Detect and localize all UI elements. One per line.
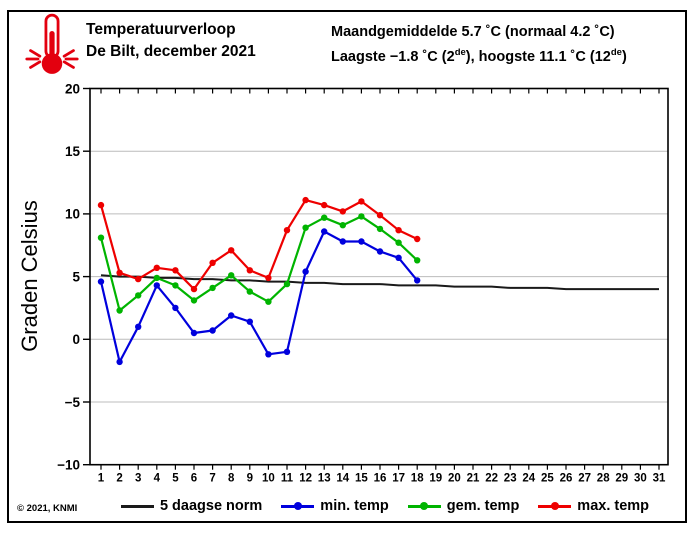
svg-text:−10: −10 [57, 458, 80, 473]
legend-label: max. temp [577, 498, 650, 514]
stats-summary: Maandgemiddelde 5.7 ˚C (normaal 4.2 ˚C) … [331, 20, 627, 70]
outer-border [7, 10, 687, 523]
stats-line-2: Laagste −1.8 ˚C (2de), hoogste 11.1 ˚C (… [331, 45, 627, 70]
legend-label: gem. temp [446, 498, 520, 514]
svg-text:30: 30 [634, 473, 647, 485]
svg-text:16: 16 [374, 473, 387, 485]
svg-text:1: 1 [98, 473, 105, 485]
legend-marker-icon [281, 500, 315, 512]
svg-text:9: 9 [247, 473, 253, 485]
stats-text: Laagste −1.8 ˚C (2 [331, 49, 455, 65]
chart-title: Temperatuurverloop De Bilt, december 202… [86, 19, 256, 63]
svg-text:17: 17 [392, 473, 405, 485]
svg-text:27: 27 [578, 473, 591, 485]
legend-item-max-temp: max. temp [538, 498, 649, 514]
svg-text:18: 18 [411, 473, 424, 485]
legend-marker-icon [538, 500, 572, 512]
svg-text:31: 31 [653, 473, 666, 485]
copyright-label: © 2021, KNMI [17, 503, 78, 514]
svg-text:0: 0 [72, 332, 80, 347]
svg-text:25: 25 [541, 473, 554, 485]
svg-text:3: 3 [135, 473, 141, 485]
svg-text:20: 20 [65, 81, 80, 96]
svg-text:15: 15 [65, 144, 81, 159]
svg-text:15: 15 [355, 473, 368, 485]
svg-text:4: 4 [154, 473, 161, 485]
legend-marker-icon [120, 500, 154, 512]
svg-text:22: 22 [485, 473, 498, 485]
legend-item-min-temp: min. temp [281, 498, 389, 514]
svg-text:10: 10 [65, 207, 80, 222]
svg-text:13: 13 [318, 473, 331, 485]
svg-text:8: 8 [228, 473, 235, 485]
svg-text:6: 6 [191, 473, 197, 485]
svg-text:28: 28 [597, 473, 610, 485]
svg-text:24: 24 [522, 473, 535, 485]
svg-text:20: 20 [448, 473, 461, 485]
svg-text:2: 2 [116, 473, 122, 485]
svg-text:5: 5 [172, 473, 179, 485]
stats-text: ) [621, 49, 627, 65]
svg-text:29: 29 [615, 473, 628, 485]
legend-label: min. temp [320, 498, 389, 514]
svg-text:19: 19 [429, 473, 442, 485]
stats-text: ), hoogste 11.1 ˚C (12 [465, 49, 611, 65]
svg-text:12: 12 [299, 473, 312, 485]
svg-text:5: 5 [72, 269, 80, 284]
svg-text:10: 10 [262, 473, 275, 485]
svg-text:21: 21 [467, 473, 480, 485]
title-line-2: De Bilt, december 2021 [86, 43, 256, 60]
superscript-text: de [454, 47, 466, 59]
title-line-1: Temperatuurverloop [86, 21, 236, 38]
legend-label: 5 daagse norm [159, 498, 263, 514]
stats-line-1: Maandgemiddelde 5.7 ˚C (normaal 4.2 ˚C) [331, 24, 615, 40]
superscript-text: de [610, 47, 622, 59]
svg-text:11: 11 [281, 473, 294, 485]
thermometer-icon [25, 13, 79, 74]
y-axis-title: Graden Celsius [17, 200, 42, 352]
svg-text:14: 14 [336, 473, 349, 485]
legend-item-5-daagse-norm: 5 daagse norm [120, 498, 263, 514]
chart-legend: 5 daagse norm min. temp gem. temp max. temp [95, 492, 675, 520]
legend-marker-icon [407, 500, 441, 512]
svg-text:23: 23 [504, 473, 517, 485]
svg-text:7: 7 [209, 473, 215, 485]
legend-item-gem-temp: gem. temp [407, 498, 520, 514]
svg-text:−5: −5 [65, 395, 81, 410]
svg-text:26: 26 [560, 473, 573, 485]
